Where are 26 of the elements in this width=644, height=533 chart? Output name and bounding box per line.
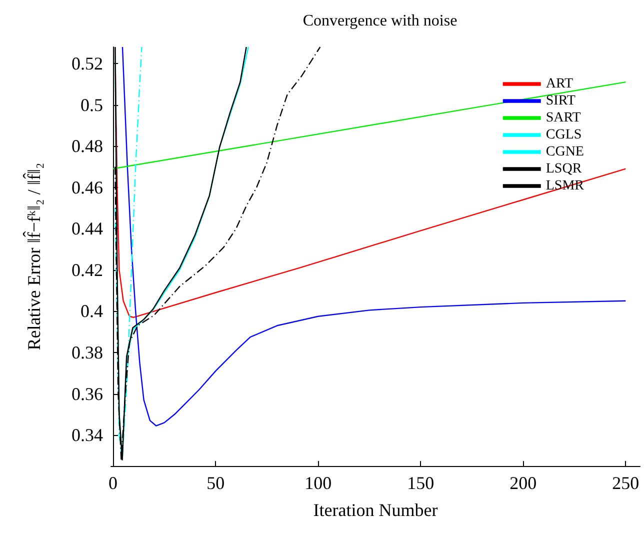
- y-tick-label: 0.44: [72, 218, 103, 239]
- y-tick-label: 0.36: [72, 384, 103, 404]
- y-tick-label: 0.48: [72, 136, 103, 156]
- x-tick-label: 200: [510, 473, 537, 493]
- y-tick-label: 0.38: [72, 342, 103, 362]
- y-axis-title: Relative Error ‖f̂−fᵏ‖₂ / ‖f̂‖₂: [22, 162, 44, 350]
- legend-label: ART: [546, 76, 574, 92]
- x-tick-label: 150: [407, 473, 434, 493]
- y-tick-label: 0.42: [72, 260, 103, 280]
- line-series: [122, 46, 626, 426]
- x-axis-title: Iteration Number: [313, 500, 438, 520]
- x-tick-label: 100: [304, 473, 332, 493]
- legend-label: CGLS: [546, 128, 582, 142]
- chart-title: Convergence with noise: [302, 12, 458, 30]
- y-tick-label: 0.5: [80, 94, 103, 115]
- y-tick-label: 0.4: [80, 301, 103, 322]
- legend-label: SART: [546, 110, 582, 126]
- y-tick-label: 0.34: [72, 425, 103, 446]
- legend-label: LSQR: [546, 162, 582, 176]
- y-tick-label: 0.52: [72, 54, 103, 74]
- legend-label: CGNE: [546, 144, 584, 160]
- x-tick-label: 250: [612, 473, 640, 493]
- y-tick-label: 0.46: [72, 177, 103, 198]
- legend-label: SIRT: [546, 94, 576, 108]
- x-tick-label: 50: [206, 473, 225, 493]
- x-tick-label: 0: [108, 473, 118, 493]
